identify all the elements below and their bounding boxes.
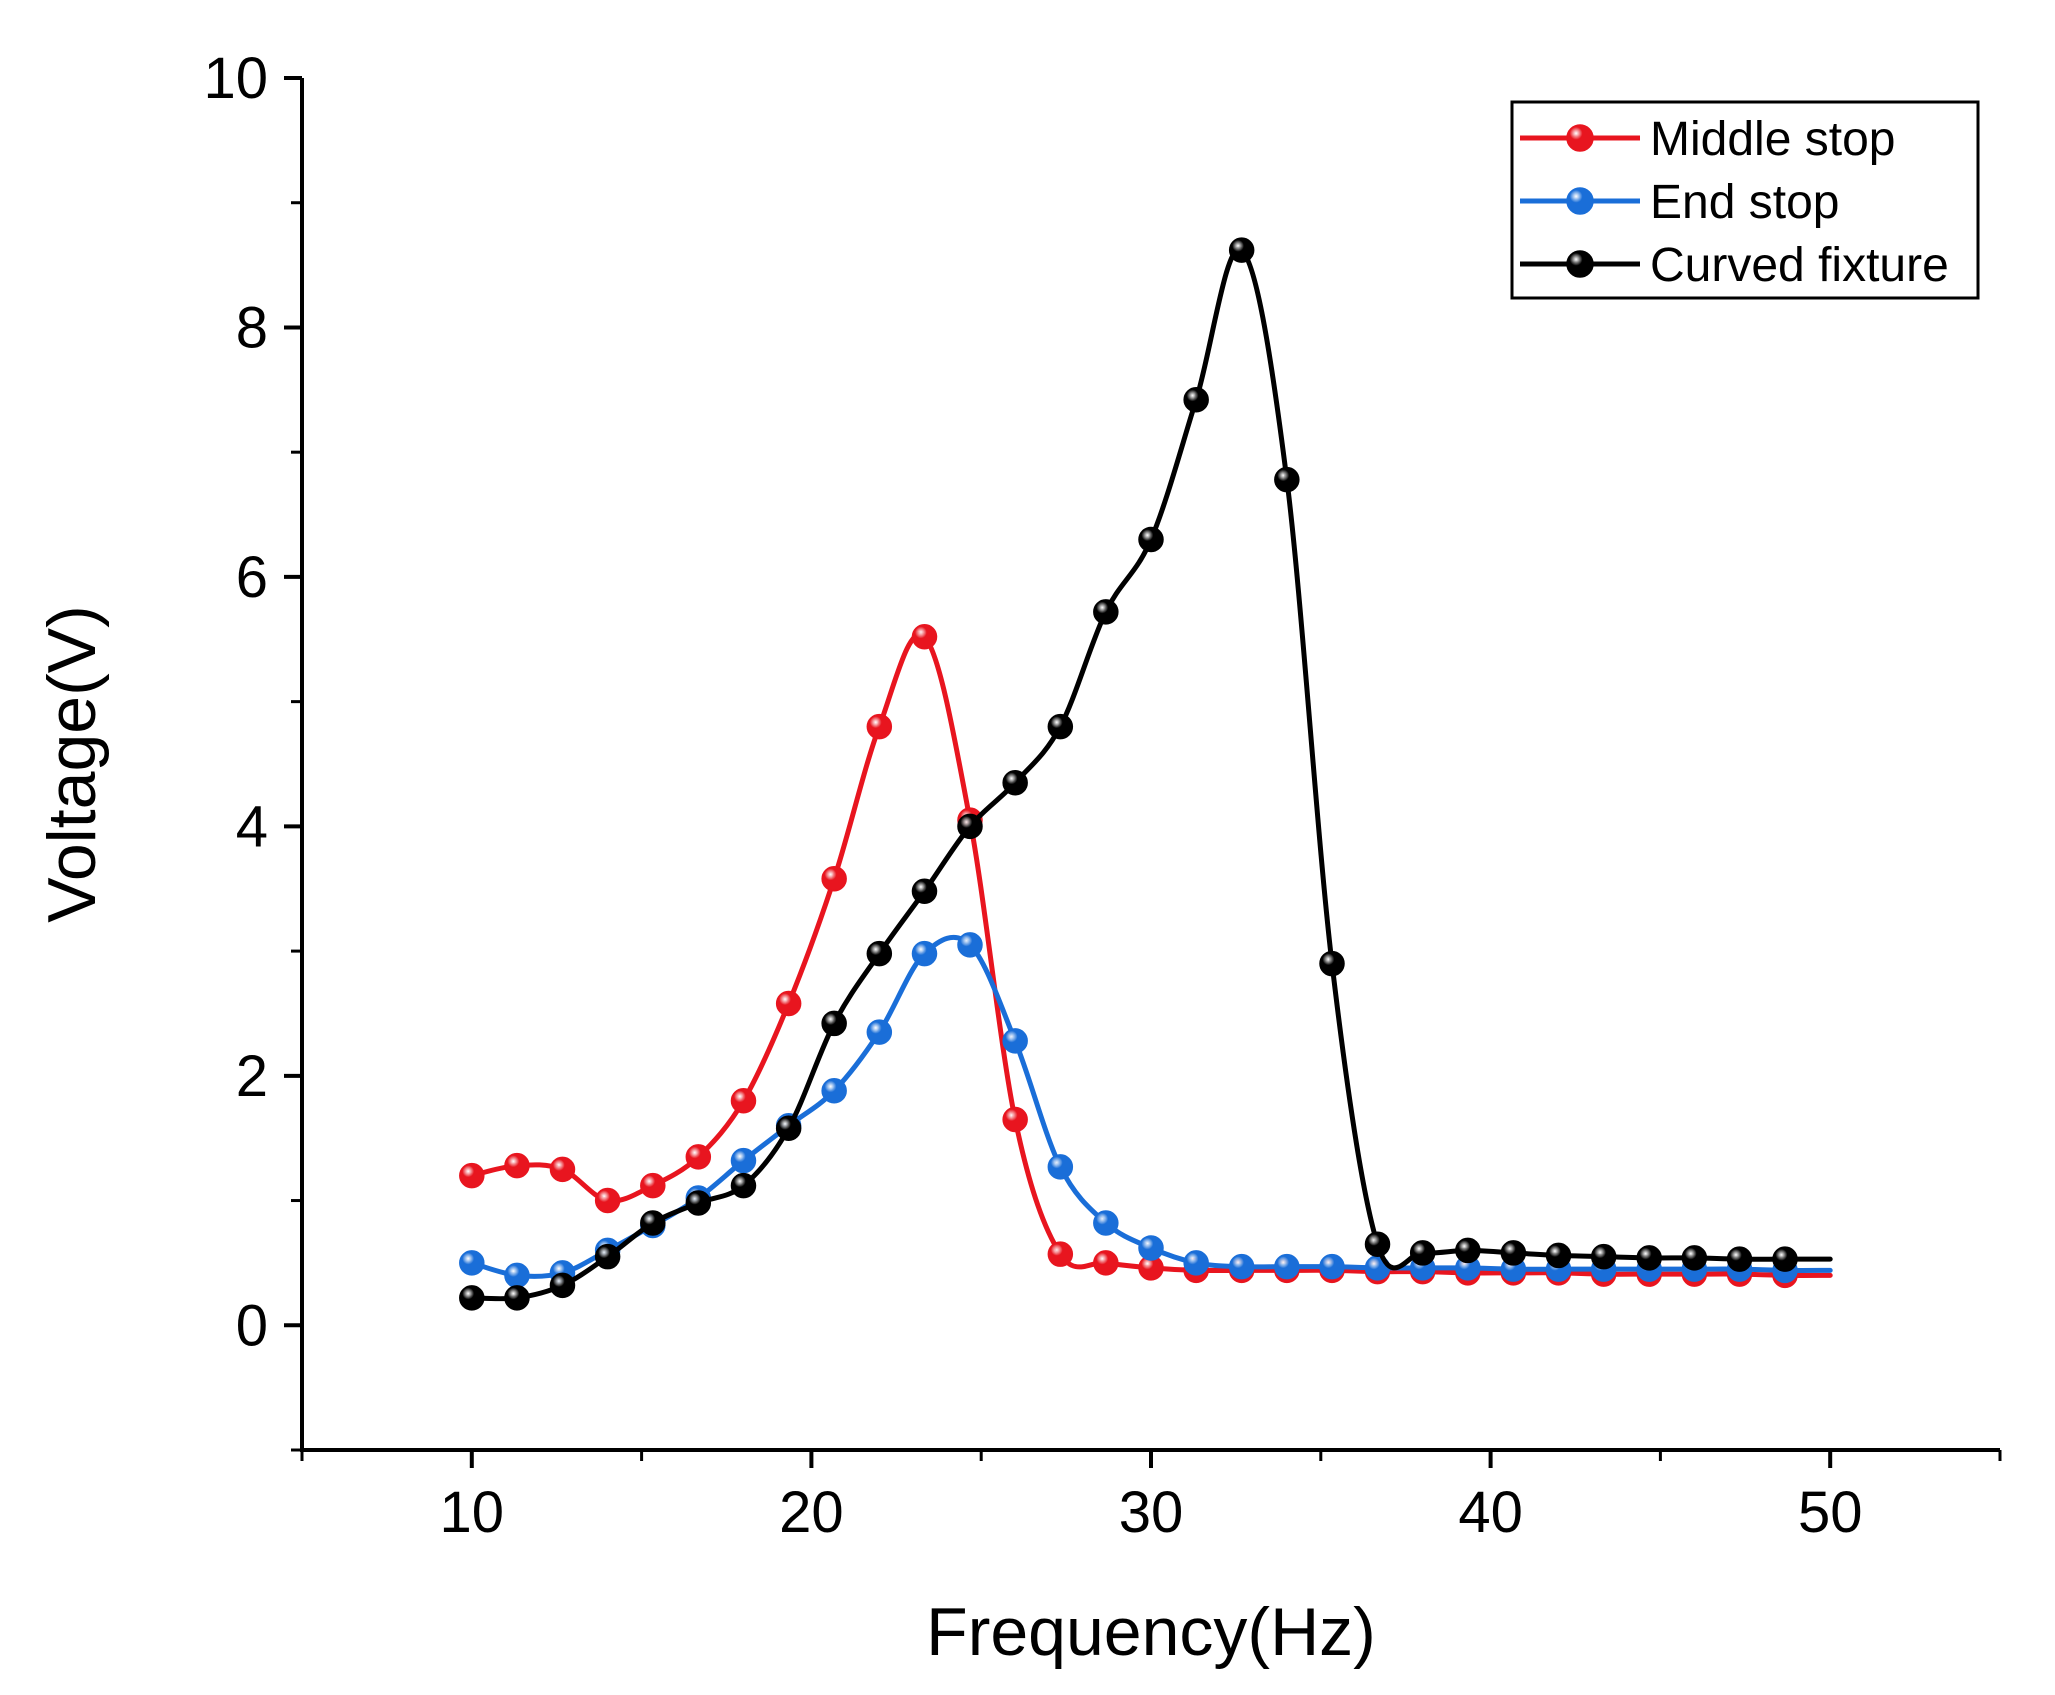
data-point-curved-fixture (821, 1010, 847, 1037)
data-point-curved-fixture (957, 813, 983, 840)
data-point-curved-fixture (1726, 1246, 1753, 1272)
y-tick-label: 0 (236, 1293, 268, 1358)
data-point-curved-fixture (1319, 950, 1345, 977)
data-point-curved-fixture (1545, 1242, 1572, 1269)
data-point-middle-stop (730, 1088, 757, 1114)
legend-item-curved-fixture: Curved fixture (1520, 239, 1949, 292)
data-point-curved-fixture (1772, 1246, 1798, 1272)
data-point-middle-stop (911, 624, 938, 650)
data-point-middle-stop (775, 990, 802, 1017)
data-point-end-stop (1274, 1253, 1300, 1280)
legend-label: End stop (1650, 176, 1839, 229)
data-point-curved-fixture (504, 1285, 530, 1311)
data-point-end-stop (459, 1250, 485, 1276)
data-point-end-stop (911, 940, 938, 967)
data-point-middle-stop (821, 865, 847, 892)
data-point-curved-fixture (1364, 1231, 1391, 1257)
data-point-curved-fixture (1636, 1245, 1662, 1271)
x-tick-label: 10 (440, 1480, 505, 1545)
data-point-end-stop (866, 1019, 893, 1045)
data-point-end-stop (504, 1262, 530, 1289)
legend-label: Middle stop (1650, 113, 1895, 166)
data-point-middle-stop (549, 1156, 576, 1183)
data-point-end-stop (1183, 1250, 1209, 1276)
data-point-curved-fixture (775, 1115, 802, 1141)
data-point-middle-stop (685, 1144, 712, 1170)
data-point-middle-stop (504, 1152, 530, 1179)
data-point-curved-fixture (685, 1190, 712, 1216)
y-axis-label: Voltage(V) (34, 605, 110, 923)
data-point-curved-fixture (549, 1272, 576, 1299)
data-point-curved-fixture (1047, 713, 1074, 740)
data-point-middle-stop (640, 1172, 666, 1199)
data-point-curved-fixture (1002, 769, 1028, 796)
data-point-end-stop (1047, 1154, 1074, 1180)
data-point-curved-fixture (1274, 466, 1300, 493)
data-point-end-stop (1319, 1253, 1345, 1280)
data-point-curved-fixture (730, 1172, 757, 1199)
x-tick-label: 20 (779, 1480, 844, 1545)
data-point-curved-fixture (1183, 387, 1209, 413)
series-line-end-stop (469, 934, 1833, 1279)
data-point-curved-fixture (1228, 237, 1255, 263)
x-tick-label: 30 (1119, 1480, 1184, 1545)
data-point-middle-stop (1093, 1250, 1119, 1276)
series-end-stop (459, 932, 1833, 1289)
data-point-curved-fixture (1500, 1240, 1527, 1266)
data-point-middle-stop (866, 713, 893, 740)
legend-item-middle-stop: Middle stop (1520, 113, 1895, 166)
data-point-curved-fixture (1455, 1237, 1481, 1264)
legend-marker (1566, 187, 1594, 215)
data-point-end-stop (730, 1147, 757, 1174)
data-point-middle-stop (1002, 1106, 1028, 1133)
x-axis-label: Frequency(Hz) (926, 1594, 1376, 1670)
data-point-curved-fixture (866, 940, 893, 967)
y-tick-label: 2 (236, 1044, 268, 1109)
data-point-end-stop (1002, 1028, 1028, 1054)
legend-item-end-stop: End stop (1520, 176, 1839, 229)
y-tick-label: 4 (236, 794, 268, 859)
data-point-end-stop (1093, 1210, 1119, 1236)
legend: Middle stop End stop Curved fixture (1510, 100, 1980, 300)
data-point-curved-fixture (594, 1243, 621, 1270)
series-layer (459, 237, 1833, 1311)
data-point-curved-fixture (640, 1210, 666, 1236)
legend-marker (1566, 250, 1594, 278)
series-line-curved-fixture (469, 246, 1833, 1302)
x-tick-label: 50 (1798, 1480, 1863, 1545)
data-point-curved-fixture (1590, 1243, 1617, 1270)
x-tick-label: 40 (1458, 1480, 1523, 1545)
axes: 0 2 4 6 8 10 10 20 30 40 50 Frequency(Hz) Voltage(V) (34, 46, 2002, 1670)
y-tick-label: 6 (236, 545, 268, 610)
series-middle-stop (459, 624, 1833, 1289)
series-line-middle-stop (469, 631, 1833, 1278)
data-point-curved-fixture (1138, 526, 1164, 553)
data-point-middle-stop (594, 1187, 621, 1214)
data-point-end-stop (821, 1078, 847, 1104)
y-tick-label: 8 (236, 295, 268, 360)
y-tick-label: 10 (203, 46, 268, 111)
data-point-end-stop (957, 932, 983, 958)
data-point-curved-fixture (1093, 599, 1119, 625)
series-curved-fixture (459, 237, 1833, 1311)
data-point-middle-stop (459, 1162, 485, 1189)
legend-label: Curved fixture (1650, 239, 1949, 292)
legend-marker (1566, 124, 1594, 152)
data-point-curved-fixture (1681, 1245, 1708, 1271)
data-point-middle-stop (1047, 1241, 1074, 1267)
data-point-end-stop (1228, 1253, 1255, 1280)
data-point-end-stop (1138, 1235, 1164, 1261)
data-point-curved-fixture (459, 1285, 485, 1311)
data-point-curved-fixture (911, 878, 938, 904)
data-point-curved-fixture (1409, 1240, 1436, 1266)
